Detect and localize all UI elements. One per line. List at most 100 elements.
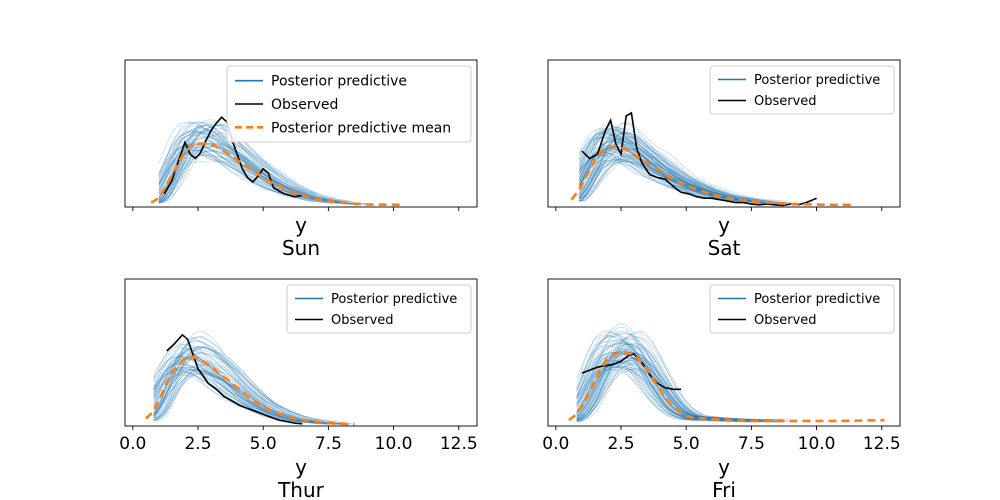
axes-frame [547, 59, 901, 208]
posterior-predictive-line [579, 154, 721, 201]
posterior-predictive-line [158, 149, 341, 204]
axes-frame [124, 59, 478, 208]
posterior-predictive-line [153, 366, 299, 421]
legend-label: Observed [271, 97, 338, 113]
legend: Posterior predictive Observed Posterior pr… [226, 65, 472, 143]
x-axis-label: y [295, 213, 307, 237]
posterior-predictive-line [578, 128, 705, 192]
posterior-predictive-line [153, 369, 285, 419]
posterior-predictive-line [158, 121, 348, 203]
posterior-predictive-line [153, 352, 300, 420]
panel-title: Fri [712, 478, 736, 500]
legend-label: Posterior predictive [271, 74, 407, 90]
legend-label: Observed [754, 313, 817, 328]
posterior-predictive-line [153, 352, 325, 422]
observed-line [581, 353, 681, 391]
posterior-predictive-line [153, 330, 352, 424]
legend-box [709, 284, 895, 334]
posterior-predictive-line [158, 149, 285, 195]
posterior-predictive-line [153, 356, 319, 424]
posterior-predictive-line [579, 143, 704, 200]
posterior-predictive-line [578, 160, 788, 206]
posterior-predictive-line [578, 129, 702, 187]
posterior-predictive-line [576, 334, 783, 420]
legend-box [226, 65, 472, 143]
posterior-predictive-line [578, 137, 752, 201]
posterior-predictive-line [576, 352, 699, 421]
posterior-predictive-mean-line [145, 355, 355, 426]
posterior-predictive-line [576, 339, 699, 418]
x-tick-label: 2.5 [184, 434, 211, 454]
plot-area [570, 111, 856, 207]
posterior-predictive-line [578, 141, 755, 202]
legend-label: Posterior predictive [754, 292, 880, 307]
posterior-predictive-line [578, 132, 720, 193]
posterior-predictive-line [153, 366, 329, 425]
posterior-predictive-line [158, 124, 335, 202]
posterior-predictive-line [158, 131, 343, 203]
posterior-predictive-line [576, 350, 702, 419]
posterior-predictive-line [576, 342, 736, 420]
posterior-predictive-line [153, 363, 275, 420]
posterior-predictive-line [576, 323, 722, 418]
x-tick-label: 7.5 [738, 434, 765, 454]
posterior-predictive-line [153, 346, 320, 421]
posterior-predictive-line [576, 344, 698, 419]
posterior-predictive-mean-line [568, 351, 885, 423]
posterior-predictive-line [576, 366, 702, 421]
posterior-predictive-line [576, 330, 754, 421]
x-tick-label: 2.5 [607, 434, 634, 454]
posterior-predictive-line [576, 340, 753, 421]
x-tick-label: 7.5 [315, 434, 342, 454]
posterior-predictive-line [576, 365, 704, 422]
posterior-predictive-line [153, 356, 300, 422]
posterior-predictive-line [576, 332, 772, 420]
posterior-predictive-line [578, 152, 768, 204]
posterior-predictive-line [579, 132, 729, 199]
posterior-predictive-line [578, 148, 754, 202]
posterior-predictive-line [153, 374, 271, 419]
posterior-predictive-mean-line [570, 145, 856, 207]
posterior-predictive-line [153, 372, 311, 423]
posterior-predictive-line [578, 125, 736, 198]
posterior-predictive-line [579, 153, 735, 202]
posterior-predictive-line [578, 147, 707, 196]
posterior-predictive-line [576, 359, 700, 420]
legend: Posterior predictive Observed [286, 284, 472, 334]
posterior-predictive-line [576, 365, 753, 423]
posterior-predictive-line [153, 355, 310, 422]
posterior-predictive-line [153, 347, 275, 419]
posterior-predictive-line [576, 348, 709, 419]
x-tick-label: 5.0 [673, 434, 700, 454]
posterior-predictive-line [578, 127, 750, 199]
posterior-predictive-line [158, 142, 312, 203]
posterior-predictive-line [578, 137, 789, 204]
posterior-predictive-line [153, 355, 325, 424]
posterior-predictive-line [579, 132, 700, 199]
posterior-predictive-line [576, 353, 735, 421]
x-axis-label: y [718, 213, 730, 237]
x-tick-label: 12.5 [863, 434, 901, 454]
posterior-predictive-line [576, 347, 699, 420]
posterior-predictive-line [576, 366, 710, 421]
posterior-predictive-line [158, 145, 301, 202]
posterior-predictive-line [576, 362, 782, 422]
plot-area [150, 116, 402, 207]
posterior-predictive-line [153, 363, 278, 420]
panel-title: Sat [708, 236, 741, 260]
posterior-predictive-line [153, 372, 345, 425]
legend-box [709, 65, 895, 115]
posterior-predictive-line [576, 351, 708, 421]
posterior-predictive-line [153, 370, 285, 421]
observed-line [166, 333, 303, 425]
posterior-predictive-line [578, 138, 751, 201]
posterior-predictive-line [576, 342, 784, 421]
posterior-predictive-line [158, 121, 326, 201]
posterior-predictive-line [158, 146, 295, 204]
posterior-predictive-line [153, 347, 272, 414]
posterior-predictive-line [578, 132, 725, 199]
posterior-predictive-line [578, 145, 750, 201]
posterior-predictive-line [579, 148, 721, 201]
